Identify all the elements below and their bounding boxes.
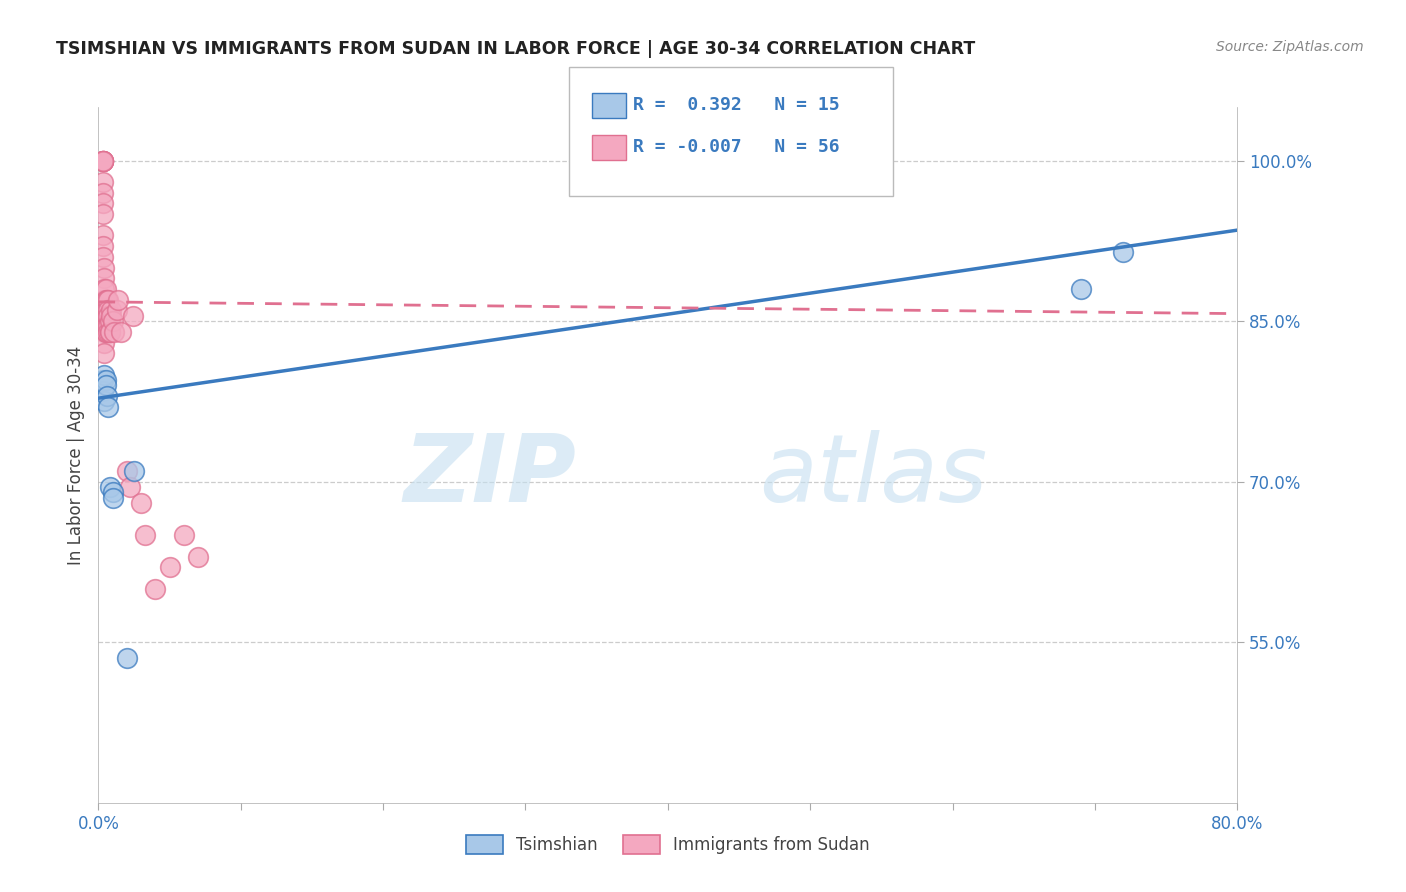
Point xyxy=(101,485,124,500)
Text: atlas: atlas xyxy=(759,430,987,521)
Point xyxy=(97,400,120,414)
Point xyxy=(100,303,122,318)
Point xyxy=(121,309,143,323)
Point xyxy=(97,309,120,323)
Point xyxy=(91,153,114,168)
Y-axis label: In Labor Force | Age 30-34: In Labor Force | Age 30-34 xyxy=(66,345,84,565)
Point xyxy=(91,239,114,253)
Point xyxy=(91,153,114,168)
Point xyxy=(96,309,118,323)
Point xyxy=(1070,282,1092,296)
Point xyxy=(103,325,125,339)
Point xyxy=(97,325,120,339)
Point xyxy=(94,319,117,334)
Point xyxy=(96,303,118,318)
Point xyxy=(173,528,195,542)
Point xyxy=(94,282,117,296)
Point xyxy=(91,153,114,168)
Point xyxy=(93,260,115,275)
Point xyxy=(1112,244,1135,259)
Point xyxy=(91,153,114,168)
Point xyxy=(93,368,115,382)
Point xyxy=(93,335,115,350)
Point xyxy=(93,282,115,296)
Point xyxy=(97,293,120,307)
Point xyxy=(91,228,114,243)
Point xyxy=(91,373,114,387)
Point xyxy=(93,271,115,285)
Point xyxy=(91,196,114,211)
Point xyxy=(94,325,117,339)
Point xyxy=(115,651,138,665)
Point xyxy=(93,303,115,318)
Text: TSIMSHIAN VS IMMIGRANTS FROM SUDAN IN LABOR FORCE | AGE 30-34 CORRELATION CHART: TSIMSHIAN VS IMMIGRANTS FROM SUDAN IN LA… xyxy=(56,40,976,58)
Point xyxy=(91,153,114,168)
Point xyxy=(91,384,114,398)
Point xyxy=(159,560,181,574)
Point xyxy=(187,549,209,564)
Point xyxy=(134,528,156,542)
Point xyxy=(91,175,114,189)
Text: R = -0.007   N = 56: R = -0.007 N = 56 xyxy=(633,138,839,156)
Point xyxy=(98,314,121,328)
Point xyxy=(91,186,114,200)
Point xyxy=(129,496,152,510)
Point xyxy=(91,207,114,221)
Point xyxy=(122,464,145,478)
Point xyxy=(107,293,129,307)
Point xyxy=(93,293,115,307)
Point xyxy=(94,309,117,323)
Point xyxy=(96,293,118,307)
Point xyxy=(94,325,117,339)
Point xyxy=(98,325,121,339)
Point xyxy=(98,480,121,494)
Point xyxy=(98,325,121,339)
Point xyxy=(97,303,120,318)
Point xyxy=(91,250,114,264)
Text: R =  0.392   N = 15: R = 0.392 N = 15 xyxy=(633,96,839,114)
Point xyxy=(93,346,115,360)
Text: Source: ZipAtlas.com: Source: ZipAtlas.com xyxy=(1216,40,1364,54)
Point xyxy=(91,153,114,168)
Point xyxy=(101,314,124,328)
Point xyxy=(110,325,132,339)
Point xyxy=(94,373,117,387)
Point xyxy=(101,491,124,505)
Point xyxy=(93,394,115,409)
Point xyxy=(96,389,118,403)
Point xyxy=(96,319,118,334)
Point xyxy=(94,303,117,318)
Point xyxy=(97,319,120,334)
Text: ZIP: ZIP xyxy=(404,430,576,522)
Point xyxy=(145,582,167,596)
Point xyxy=(118,480,141,494)
Point xyxy=(94,293,117,307)
Legend: Tsimshian, Immigrants from Sudan: Tsimshian, Immigrants from Sudan xyxy=(460,828,876,861)
Point xyxy=(94,378,117,392)
Point xyxy=(93,325,115,339)
Point xyxy=(105,303,128,318)
Point xyxy=(100,309,122,323)
Point xyxy=(115,464,138,478)
